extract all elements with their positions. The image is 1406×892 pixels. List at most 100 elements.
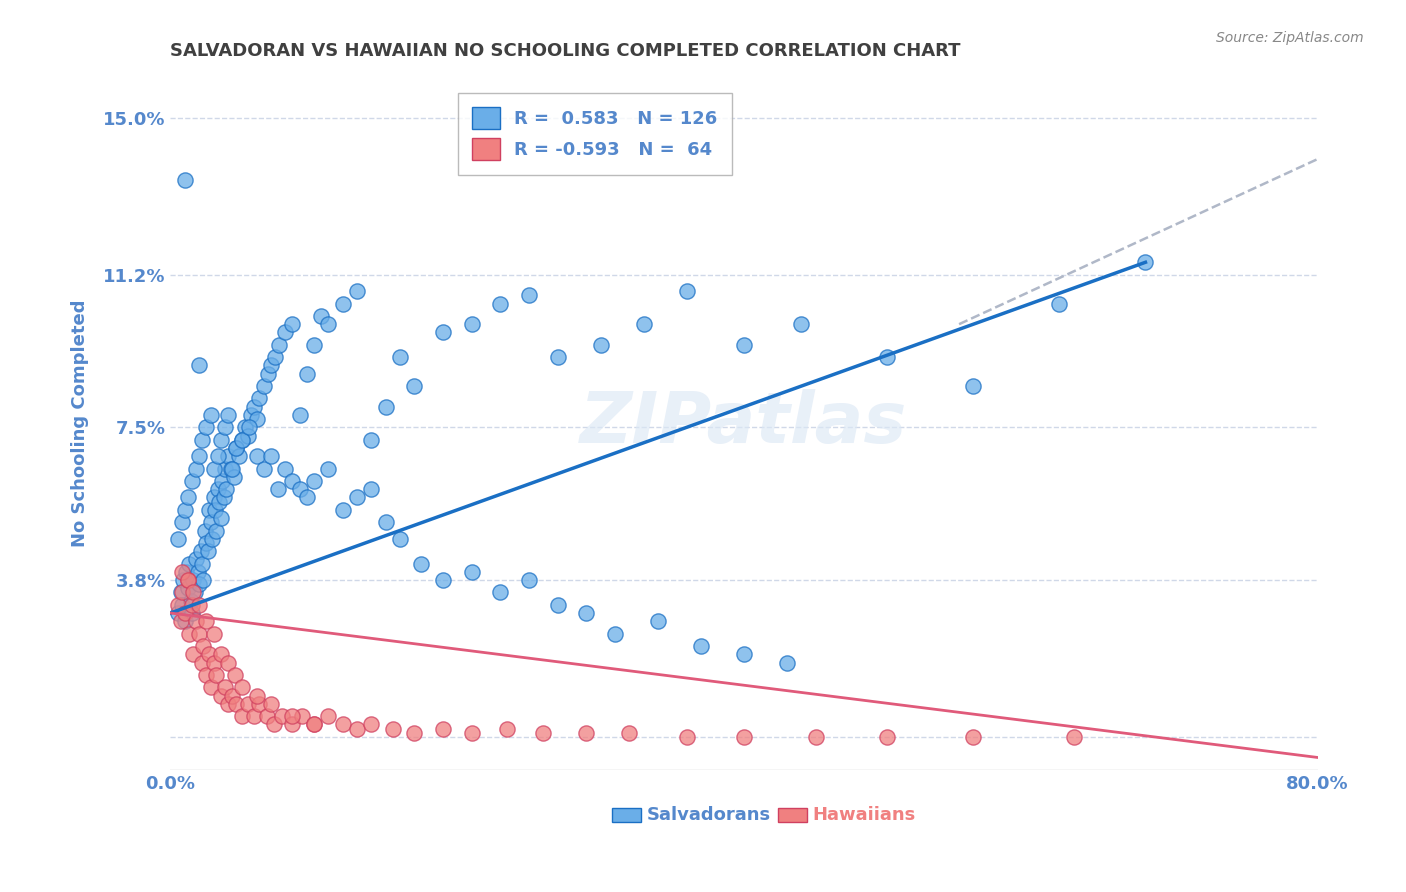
Point	[274, 461, 297, 475]
Point	[173, 503, 195, 517]
Point	[173, 173, 195, 187]
Point	[166, 606, 188, 620]
Point	[374, 515, 396, 529]
Point	[302, 338, 325, 352]
Point	[190, 544, 212, 558]
Point	[388, 350, 411, 364]
Point	[231, 681, 253, 695]
Point	[316, 709, 339, 723]
Point	[205, 524, 228, 538]
Point	[176, 581, 198, 595]
Point	[346, 284, 368, 298]
Point	[517, 288, 540, 302]
Point	[257, 367, 280, 381]
Point	[193, 639, 215, 653]
Point	[186, 552, 208, 566]
Point	[202, 626, 225, 640]
Point	[179, 626, 201, 640]
Point	[188, 359, 211, 373]
Point	[374, 400, 396, 414]
Point	[332, 296, 354, 310]
Point	[381, 722, 404, 736]
Text: ZIPatlas: ZIPatlas	[581, 389, 908, 458]
Legend: R =  0.583   N = 126, R = -0.593   N =  64: R = 0.583 N = 126, R = -0.593 N = 64	[458, 93, 731, 175]
Point	[204, 503, 226, 517]
Point	[191, 433, 214, 447]
Point	[332, 717, 354, 731]
Point	[1063, 730, 1085, 744]
Point	[170, 585, 193, 599]
Point	[179, 557, 201, 571]
Point	[690, 639, 713, 653]
Point	[309, 309, 332, 323]
Point	[214, 420, 236, 434]
Point	[603, 626, 626, 640]
Point	[460, 725, 482, 739]
Text: Salvadorans: Salvadorans	[647, 805, 770, 824]
Point	[180, 593, 202, 607]
Point	[733, 730, 755, 744]
Point	[198, 648, 221, 662]
Point	[233, 420, 256, 434]
Point	[531, 725, 554, 739]
Point	[188, 626, 211, 640]
Point	[231, 433, 253, 447]
Point	[804, 730, 827, 744]
Point	[302, 717, 325, 731]
Point	[388, 532, 411, 546]
Point	[214, 681, 236, 695]
Point	[181, 606, 204, 620]
Point	[176, 491, 198, 505]
Point	[281, 474, 304, 488]
Point	[200, 408, 222, 422]
Point	[242, 400, 264, 414]
Point	[547, 350, 569, 364]
Point	[209, 511, 232, 525]
Point	[360, 433, 382, 447]
Point	[181, 598, 204, 612]
FancyBboxPatch shape	[612, 808, 641, 822]
Point	[236, 428, 259, 442]
Point	[260, 359, 283, 373]
Point	[281, 709, 304, 723]
Point	[264, 350, 287, 364]
Point	[183, 573, 205, 587]
Point	[172, 573, 194, 587]
Point	[316, 461, 339, 475]
Point	[260, 697, 283, 711]
Point	[496, 722, 519, 736]
Point	[790, 317, 813, 331]
Point	[195, 536, 218, 550]
Point	[260, 449, 283, 463]
Point	[489, 296, 512, 310]
Point	[245, 412, 267, 426]
Point	[876, 350, 898, 364]
Point	[187, 565, 209, 579]
Point	[302, 717, 325, 731]
Point	[195, 615, 218, 629]
Point	[245, 449, 267, 463]
Y-axis label: No Schooling Completed: No Schooling Completed	[72, 300, 89, 547]
Point	[170, 565, 193, 579]
Point	[332, 503, 354, 517]
Point	[411, 557, 433, 571]
Point	[647, 615, 669, 629]
Point	[360, 717, 382, 731]
Point	[181, 474, 204, 488]
Point	[253, 379, 276, 393]
Point	[170, 515, 193, 529]
Point	[962, 730, 984, 744]
Text: Source: ZipAtlas.com: Source: ZipAtlas.com	[1216, 31, 1364, 45]
Point	[316, 317, 339, 331]
Point	[675, 730, 697, 744]
Point	[211, 474, 233, 488]
Point	[267, 482, 290, 496]
Point	[221, 461, 243, 475]
Point	[191, 656, 214, 670]
Point	[288, 482, 311, 496]
Point	[575, 606, 598, 620]
Point	[733, 648, 755, 662]
Point	[208, 494, 231, 508]
Point	[197, 544, 219, 558]
Point	[575, 725, 598, 739]
